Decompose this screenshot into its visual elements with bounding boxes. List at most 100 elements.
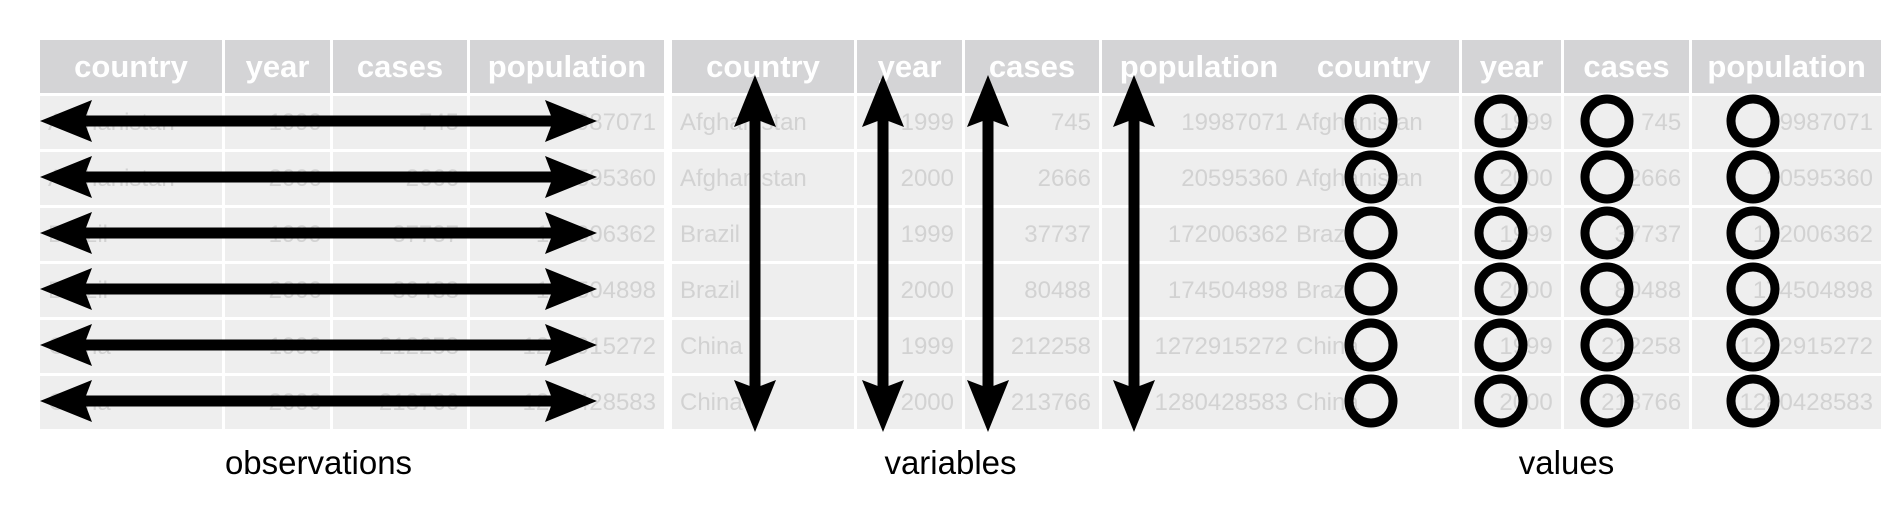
table-cell-country: China	[40, 317, 225, 375]
table-cell-year: 2000	[1460, 261, 1564, 319]
table-cell-country: Afghanistan	[1288, 93, 1463, 151]
table-cell-country: Afghanistan	[672, 93, 857, 151]
table-cell-cases: 212258	[963, 317, 1102, 375]
table-cell-cases: 212258	[331, 317, 470, 375]
table-row: Brazil 2000 80488 174504898	[40, 261, 667, 319]
table-row: Afghanistan 1999 745 19987071	[40, 93, 667, 151]
table-cell-year: 2000	[855, 261, 965, 319]
table-cell-cases: 213766	[963, 373, 1102, 429]
table-cell-population: 1280428583	[1690, 373, 1884, 429]
table-cell-year: 1999	[1460, 317, 1564, 375]
table-row: Afghanistan 1999 745 19987071	[1288, 93, 1884, 151]
table-cell-cases: 213766	[331, 373, 470, 429]
header-row: country year cases population	[1288, 40, 1884, 95]
column-header-country: country	[672, 40, 857, 95]
observations-caption: observations	[224, 444, 413, 481]
table-cell-year: 1999	[1460, 205, 1564, 263]
table-cell-population: 1280428583	[468, 373, 667, 429]
values-caption: values	[1518, 444, 1615, 481]
table-cell-country: Brazil	[672, 205, 857, 263]
column-header-country: country	[40, 40, 225, 95]
table-cell-cases: 80488	[963, 261, 1102, 319]
table-cell-country: Afghanistan	[40, 93, 225, 151]
column-header-cases: cases	[1562, 40, 1693, 95]
table-cell-cases: 2666	[1562, 149, 1693, 207]
table-row: Brazil 2000 80488 174504898	[672, 261, 1299, 319]
column-header-year: year	[855, 40, 965, 95]
table-cell-year: 2000	[223, 373, 333, 429]
values-panel: country year cases population Afghanistan 199…	[1288, 40, 1884, 510]
data-table: country year cases population Afghanistan 199…	[672, 40, 1299, 429]
column-header-year: year	[1460, 40, 1564, 95]
table-cell-year: 2000	[855, 149, 965, 207]
table-cell-country: Brazil	[1288, 261, 1463, 319]
table-cell-country: Afghanistan	[1288, 149, 1463, 207]
table-cell-cases: 37737	[963, 205, 1102, 263]
table-row: Afghanistan 2000 2666 20595360	[1288, 149, 1884, 207]
column-header-country: country	[1288, 40, 1463, 95]
table-cell-population: 20595360	[1100, 149, 1299, 207]
table-cell-year: 2000	[855, 373, 965, 429]
table-cell-population: 20595360	[1690, 149, 1884, 207]
table-cell-country: Brazil	[40, 261, 225, 319]
table-cell-country: China	[672, 373, 857, 429]
column-header-year: year	[223, 40, 333, 95]
table-cell-population: 172006362	[1100, 205, 1299, 263]
table-cell-country: Afghanistan	[672, 149, 857, 207]
column-header-cases: cases	[331, 40, 470, 95]
table-cell-population: 19987071	[1100, 93, 1299, 151]
table-cell-cases: 745	[1562, 93, 1693, 151]
table-cell-year: 1999	[223, 205, 333, 263]
table-cell-year: 1999	[855, 93, 965, 151]
table-cell-population: 20595360	[468, 149, 667, 207]
table-cell-year: 2000	[223, 149, 333, 207]
table-cell-population: 1272915272	[468, 317, 667, 375]
table-cell-cases: 2666	[331, 149, 470, 207]
table-cell-population: 174504898	[468, 261, 667, 319]
table-cell-country: Brazil	[1288, 205, 1463, 263]
table-cell-year: 1999	[855, 317, 965, 375]
column-header-population: population	[468, 40, 667, 95]
table-row: Brazil 1999 37737 172006362	[672, 205, 1299, 263]
table-cell-cases: 212258	[1562, 317, 1693, 375]
table-row: China 1999 212258 1272915272	[1288, 317, 1884, 375]
data-table: country year cases population Afghanistan 199…	[40, 40, 667, 429]
table-row: Brazil 1999 37737 172006362	[40, 205, 667, 263]
table-cell-country: China	[40, 373, 225, 429]
table-cell-cases: 213766	[1562, 373, 1693, 429]
table-cell-year: 2000	[1460, 149, 1564, 207]
table-cell-population: 172006362	[1690, 205, 1884, 263]
column-header-population: population	[1100, 40, 1299, 95]
table-cell-year: 1999	[223, 317, 333, 375]
table-row: China 2000 213766 1280428583	[1288, 373, 1884, 429]
table-cell-cases: 745	[331, 93, 470, 151]
table-row: Afghanistan 2000 2666 20595360	[40, 149, 667, 207]
table-cell-cases: 745	[963, 93, 1102, 151]
table-row: China 2000 213766 1280428583	[40, 373, 667, 429]
table-cell-country: China	[1288, 373, 1463, 429]
table-cell-cases: 37737	[331, 205, 470, 263]
table-row: China 1999 212258 1272915272	[40, 317, 667, 375]
variables-caption: variables	[884, 444, 1017, 481]
table-cell-cases: 2666	[963, 149, 1102, 207]
table-cell-population: 174504898	[1100, 261, 1299, 319]
table-row: Brazil 1999 37737 172006362	[1288, 205, 1884, 263]
table-cell-country: China	[672, 317, 857, 375]
table-cell-country: China	[1288, 317, 1463, 375]
column-header-population: population	[1690, 40, 1884, 95]
table-cell-cases: 80488	[1562, 261, 1693, 319]
table-cell-cases: 37737	[1562, 205, 1693, 263]
header-row: country year cases population	[672, 40, 1299, 95]
table-cell-year: 1999	[223, 93, 333, 151]
table-cell-year: 1999	[855, 205, 965, 263]
table-cell-population: 19987071	[468, 93, 667, 151]
table-cell-population: 172006362	[468, 205, 667, 263]
variables-panel: country year cases population Afghanistan 199…	[672, 40, 1299, 510]
table-cell-cases: 80488	[331, 261, 470, 319]
table-cell-year: 1999	[1460, 93, 1564, 151]
table-cell-country: Afghanistan	[40, 149, 225, 207]
table-row: China 2000 213766 1280428583	[672, 373, 1299, 429]
table-cell-population: 1280428583	[1100, 373, 1299, 429]
header-row: country year cases population	[40, 40, 667, 95]
table-cell-population: 1272915272	[1100, 317, 1299, 375]
